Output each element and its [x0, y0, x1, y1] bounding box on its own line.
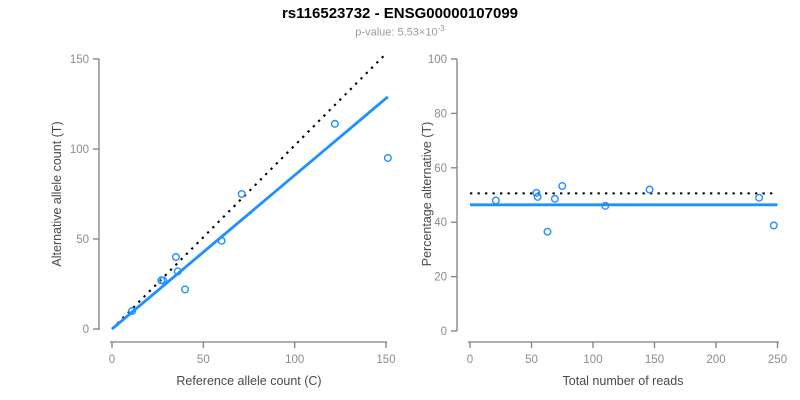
fitted-ratio-line [111, 95, 389, 331]
x-tick-label: 0 [467, 354, 473, 366]
allele-count-scatter-y-axis-title: Alternative allele count (T) [50, 121, 64, 266]
x-tick-label: 0 [109, 354, 115, 366]
data-point [532, 188, 541, 197]
y-tick-label: 60 [434, 163, 447, 175]
data-point [769, 221, 778, 230]
y-tick-label: 80 [434, 108, 447, 120]
x-tick-label: 50 [197, 354, 210, 366]
allele-count-scatter-x-axis-title: Reference allele count (C) [176, 374, 321, 388]
data-point [181, 285, 190, 294]
x-tick-label: 150 [376, 354, 395, 366]
data-point [533, 192, 542, 201]
data-point [645, 185, 654, 194]
x-tick-label: 150 [645, 354, 664, 366]
x-tick-label: 50 [525, 354, 538, 366]
y-tick-label: 0 [441, 326, 447, 338]
data-point [217, 236, 226, 245]
y-tick-label: 50 [76, 234, 89, 246]
data-point [159, 276, 168, 285]
data-point [491, 196, 500, 205]
figure-subtitle: p-value: 5.53×10-3 [0, 24, 800, 39]
pvalue-exponent: -3 [437, 24, 445, 33]
data-point [755, 193, 764, 202]
x-tick-label: 100 [583, 354, 602, 366]
data-point [237, 189, 246, 198]
data-point [543, 227, 552, 236]
figure-title: rs116523732 - ENSG00000107099 [281, 5, 519, 22]
x-tick-label: 200 [706, 354, 725, 366]
percentage-vs-reads-scatter-y-axis-title: Percentage alternative (T) [420, 122, 434, 267]
x-tick-label: 100 [285, 354, 304, 366]
data-point [171, 252, 180, 261]
data-point [330, 119, 339, 128]
y-tick-label: 20 [434, 272, 447, 284]
y-tick-label: 40 [434, 217, 447, 229]
data-point [558, 182, 567, 191]
y-tick-label: 150 [70, 54, 89, 66]
y-tick-label: 0 [83, 324, 89, 336]
data-point [173, 267, 182, 276]
data-point [128, 307, 137, 316]
x-tick-label: 250 [768, 354, 787, 366]
percentage-vs-reads-scatter-x-axis-title: Total number of reads [563, 374, 684, 388]
y-tick-label: 100 [70, 144, 89, 156]
pvalue-text: p-value: 5.53×10 [355, 26, 438, 39]
data-point [550, 194, 559, 203]
expected-ratio-line [111, 52, 387, 330]
data-point [601, 201, 610, 210]
data-point [383, 153, 392, 162]
y-tick-label: 100 [428, 54, 447, 66]
